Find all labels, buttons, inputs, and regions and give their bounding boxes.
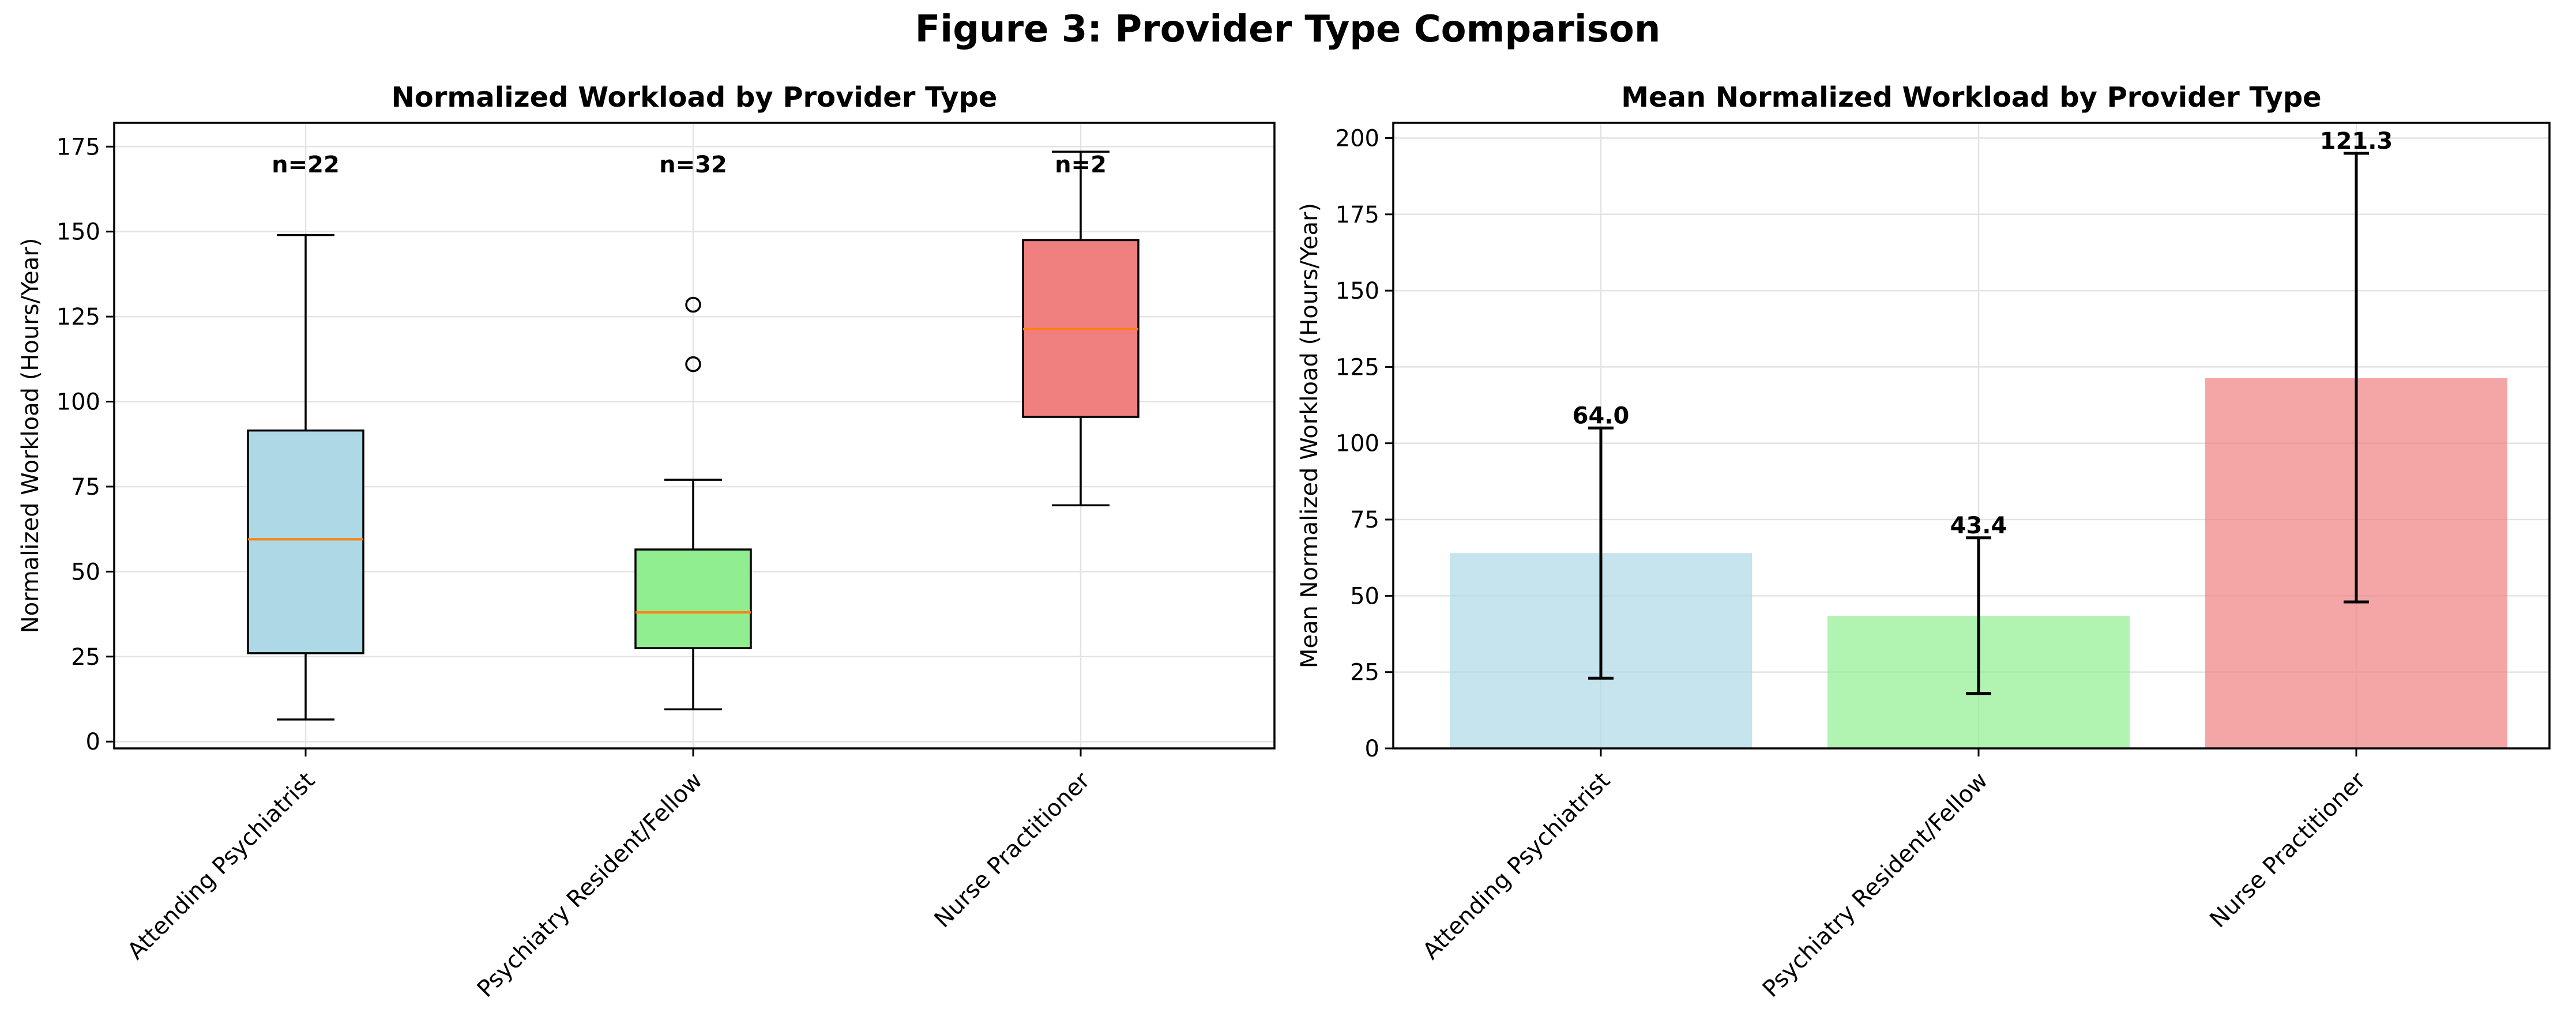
y-tick-label: 0 bbox=[86, 729, 100, 755]
y-tick-label: 200 bbox=[1336, 125, 1379, 152]
box bbox=[247, 429, 364, 654]
bar-value-label: 43.4 bbox=[1950, 513, 2007, 539]
y-tick-label: 150 bbox=[1336, 278, 1379, 304]
x-tick-label: Attending Psychiatrist bbox=[122, 767, 320, 965]
y-tick-label: 150 bbox=[57, 219, 100, 246]
y-tick-label: 25 bbox=[71, 644, 100, 671]
y-tick-label: 175 bbox=[57, 134, 100, 160]
bar-chart: 64.0 43.4 121.3 0 25 50 75 100 125 150 175 200 Atten… bbox=[1296, 81, 2551, 1003]
plot-frame bbox=[1392, 122, 2551, 750]
figure-title: Figure 3: Provider Type Comparison bbox=[915, 8, 1661, 51]
y-tick-label: 100 bbox=[57, 389, 100, 416]
y-tick-label: 75 bbox=[71, 474, 100, 500]
y-tick-label: 25 bbox=[1350, 660, 1379, 686]
y-tick-label: 125 bbox=[1336, 354, 1379, 381]
x-tick-label: Nurse Practitioner bbox=[929, 767, 1095, 933]
x-tick-label: Psychiatry Resident/Fellow bbox=[1758, 767, 1993, 1003]
chart-title: Normalized Workload by Provider Type bbox=[392, 81, 998, 114]
outlier-point bbox=[685, 356, 701, 372]
x-tick-label: Attending Psychiatrist bbox=[1417, 767, 1615, 965]
y-tick-label: 0 bbox=[1365, 736, 1379, 762]
plot-frame bbox=[113, 122, 1276, 750]
boxplot-chart: n=22 n=32 n=2 0 25 50 75 100 125 150 175 Attending … bbox=[17, 81, 1276, 1003]
y-tick-label: 50 bbox=[71, 559, 100, 585]
y-axis-label: Mean Normalized Workload (Hours/Year) bbox=[1296, 203, 1323, 668]
y-tick-label: 75 bbox=[1350, 507, 1379, 533]
sample-size-label: n=32 bbox=[659, 152, 727, 178]
x-tick-label: Nurse Practitioner bbox=[2205, 767, 2371, 933]
x-tick-label: Psychiatry Resident/Fellow bbox=[472, 767, 708, 1003]
chart-title: Mean Normalized Workload by Provider Typ… bbox=[1621, 81, 2321, 114]
outlier-point bbox=[685, 296, 701, 313]
y-tick-label: 175 bbox=[1336, 202, 1379, 228]
sample-size-label: n=2 bbox=[1055, 152, 1107, 178]
bar-value-label: 64.0 bbox=[1573, 402, 1630, 429]
sample-size-label: n=22 bbox=[272, 152, 340, 178]
bar-value-label: 121.3 bbox=[2320, 128, 2393, 155]
y-tick-label: 50 bbox=[1350, 583, 1379, 609]
y-axis-label: Normalized Workload (Hours/Year) bbox=[17, 238, 44, 634]
y-tick-label: 125 bbox=[57, 304, 100, 330]
y-tick-label: 100 bbox=[1336, 431, 1379, 457]
box bbox=[634, 548, 752, 649]
